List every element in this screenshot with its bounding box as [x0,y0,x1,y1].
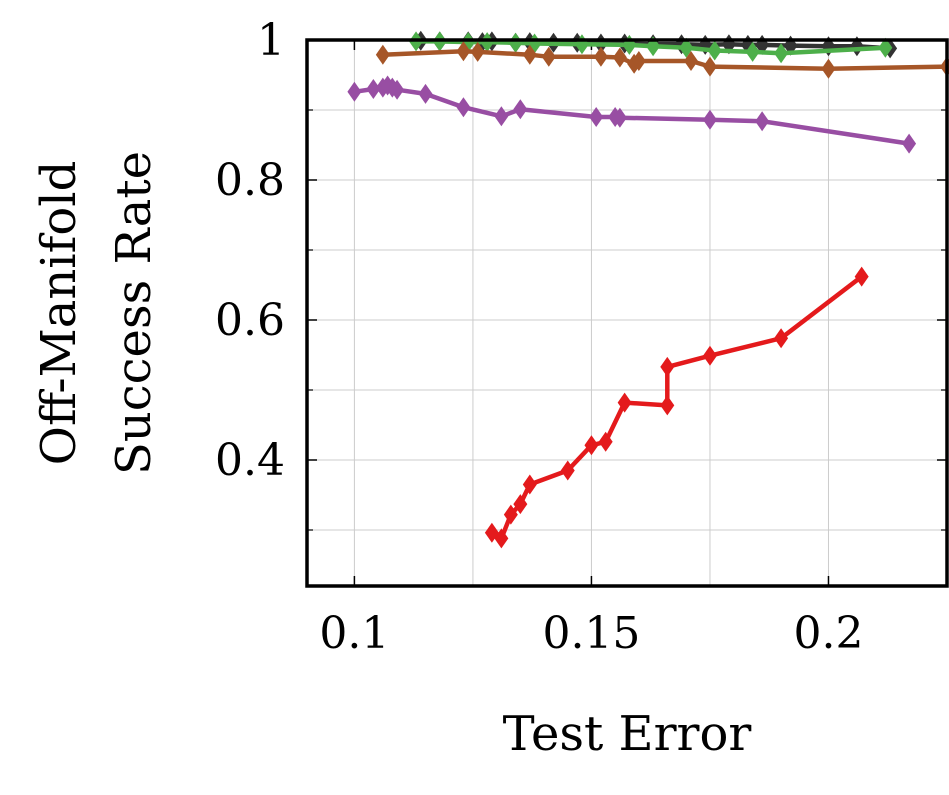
data-point [366,79,381,99]
data-point [774,328,789,349]
data-point [679,37,694,58]
data-point [755,111,770,132]
y-tick-label: 0.8 [215,155,285,206]
y-axis-title-line-1: Off-Manifold [31,161,87,466]
data-point [494,106,509,127]
y-tick-label: 0.4 [215,435,285,486]
data-point [707,40,722,61]
data-point [745,41,760,62]
data-point [702,56,717,77]
series-line [354,83,910,146]
data-point [617,392,632,413]
data-point [774,43,789,64]
data-point [631,51,646,71]
series-3 [375,41,949,79]
data-point [390,79,405,100]
y-axis-title-line-2: Success Rate [106,151,162,475]
data-point [480,32,495,53]
series-lines [347,30,949,549]
data-point [541,46,556,67]
data-point [584,435,599,456]
ticks [307,39,947,586]
y-tick-labels: 0.4 0.6 0.8 1 [215,15,285,486]
data-point [456,97,471,118]
data-point [560,460,575,481]
series-4 [347,75,917,154]
data-point [902,133,917,154]
x-axis-title: Test Error [503,706,752,762]
data-point [612,107,627,128]
series-line [490,274,864,541]
data-point [660,395,675,416]
data-point [513,99,528,120]
data-point [375,44,390,65]
data-point [522,474,537,495]
x-tick-label: 0.2 [793,608,863,659]
data-point [684,51,698,71]
data-point [589,107,604,127]
data-point [593,46,608,67]
data-point [508,32,523,53]
x-tick-labels: 0.1 0.15 0.2 [319,608,863,659]
x-tick-label: 0.1 [319,608,389,659]
data-point [503,504,518,525]
y-tick-label: 0.6 [215,295,285,346]
plot-frame [305,38,949,588]
grid [307,39,948,586]
data-point [854,266,869,287]
data-point [702,109,717,130]
x-tick-label: 0.15 [542,608,640,659]
data-point [878,37,893,58]
data-point [598,431,613,452]
data-point [702,345,717,366]
data-point [513,494,528,515]
data-point [347,81,362,102]
data-point [612,47,627,68]
data-point [456,41,471,62]
data-point [522,44,537,65]
data-point [821,58,836,79]
series-5 [484,266,869,549]
y-tick-label: 1 [257,15,285,66]
data-point [470,41,485,62]
data-point [418,83,433,104]
data-point [494,528,509,549]
data-point [660,356,675,377]
